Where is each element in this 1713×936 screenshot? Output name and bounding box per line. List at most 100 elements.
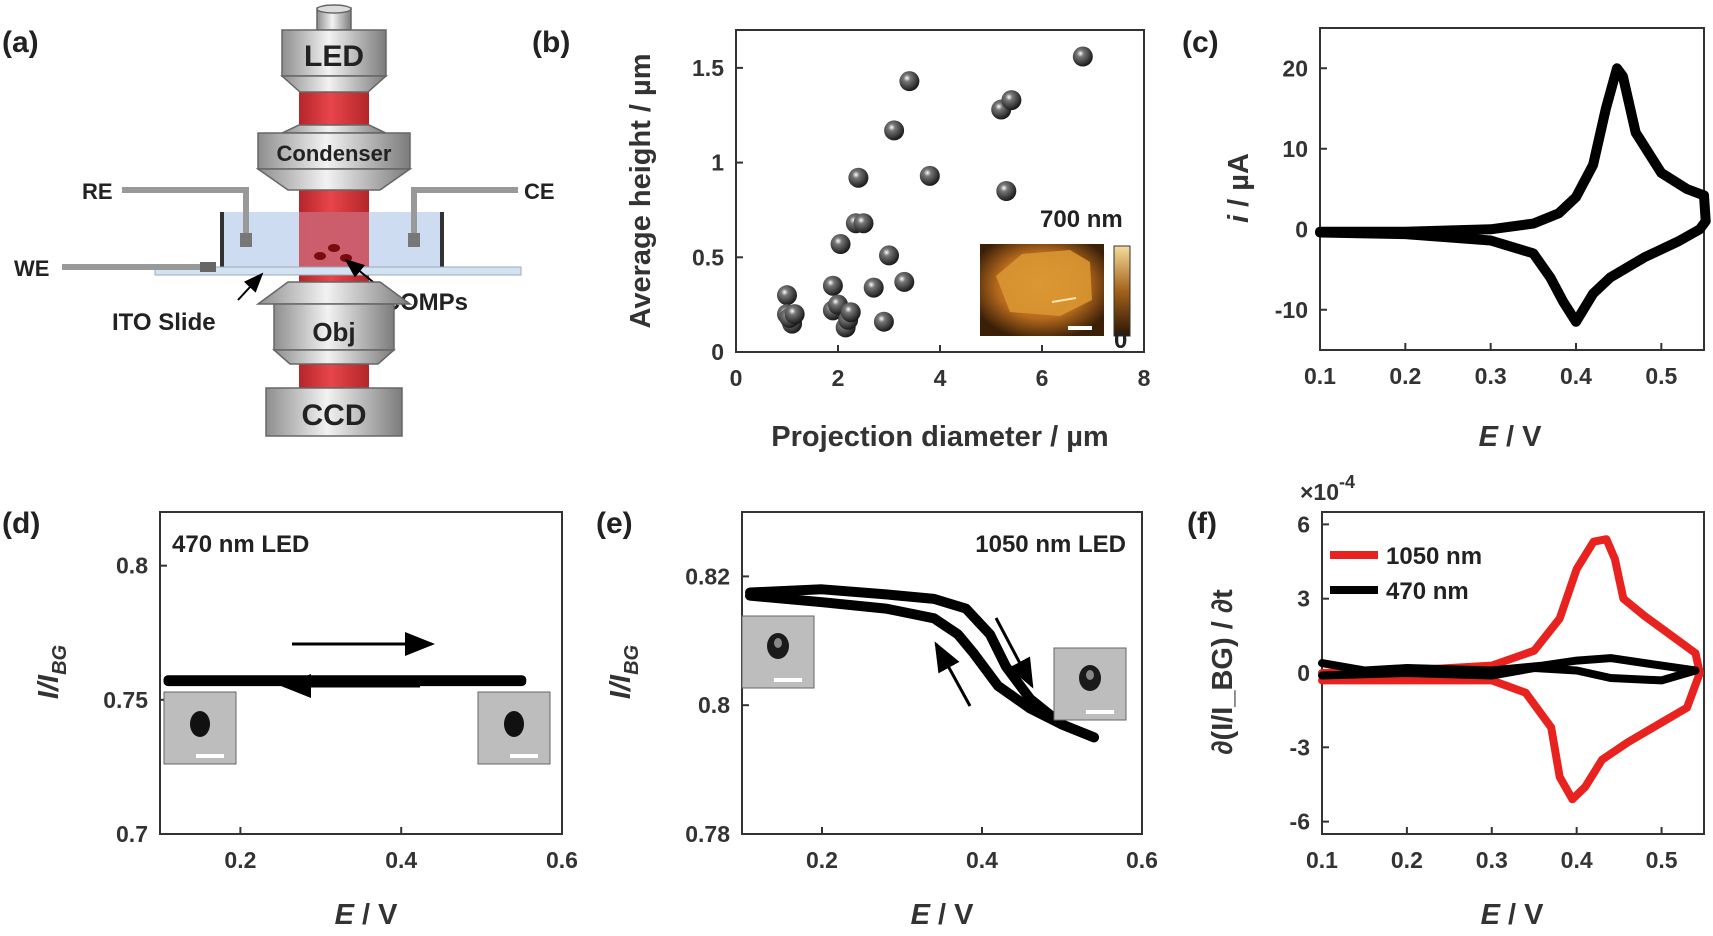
particle-image-start xyxy=(163,691,237,765)
y-tick-label: 0 xyxy=(1295,216,1308,242)
panel-label-c: (c) xyxy=(1182,26,1219,59)
scatter-point xyxy=(1001,90,1022,111)
scatter-point xyxy=(996,181,1017,201)
chart-d-title: 470 nm LED xyxy=(172,531,309,558)
y-tick-label: 3 xyxy=(1297,586,1310,612)
ito-slide xyxy=(154,266,522,276)
x-tick-label: 0 xyxy=(730,365,743,391)
y-tick-label: -3 xyxy=(1290,734,1310,760)
scatter-point xyxy=(884,120,905,141)
afm-scale-bar xyxy=(1068,326,1092,330)
ccd-camera xyxy=(265,387,403,437)
panel-label-b: (b) xyxy=(532,26,570,59)
x-tick-label: 0.4 xyxy=(1561,847,1593,873)
y-tick-label: 0.78 xyxy=(685,821,730,847)
y-tick-label: 1.5 xyxy=(692,55,724,81)
y-tick-label: 0 xyxy=(711,339,724,365)
chart-b: 0 2 4 6 800.511.5 Projection diameter / µm A… xyxy=(625,29,1151,453)
x-tick-label: 0.4 xyxy=(966,847,998,873)
chart-b-ylabel: Average height / µm xyxy=(625,53,657,328)
scatter-point xyxy=(830,234,851,255)
scatter-point xyxy=(863,277,884,298)
chart-e-ylabel: I/IBG xyxy=(605,645,643,699)
y-tick-label: 0.7 xyxy=(116,821,148,847)
y-tick-label: 10 xyxy=(1282,136,1308,162)
series-1050nm xyxy=(1318,535,1704,804)
chart-e-xlabel: E / V xyxy=(911,899,975,931)
chart-d-frame xyxy=(159,511,563,835)
x-tick-label: 0.6 xyxy=(1126,847,1158,873)
chart-c-xlabel: E / V xyxy=(1479,421,1543,453)
chart-d-xlabel: E / V xyxy=(335,899,399,931)
chart-e: 0.2 0.4 0.6 0.78 0.8 0.82 1050 nm LED E / V I… xyxy=(605,511,1158,931)
chart-c-frame xyxy=(1319,27,1705,351)
x-tick-label: 0.1 xyxy=(1306,847,1338,873)
ce-label: CE xyxy=(524,179,555,204)
reverse-arrow xyxy=(934,641,972,707)
objective xyxy=(273,303,395,351)
forward-arrow xyxy=(994,617,1034,689)
x-tick-label: 2 xyxy=(832,365,845,391)
y-tick-label: 0.75 xyxy=(103,687,148,713)
condenser-label: Condenser xyxy=(277,141,392,166)
we-label: WE xyxy=(14,256,49,281)
cv-reverse-scan xyxy=(1315,190,1711,327)
chart-f-multiplier: ×10-4 xyxy=(1300,472,1355,505)
ccd-label: CCD xyxy=(302,399,367,432)
re-label: RE xyxy=(82,179,113,204)
legend-label-470: 470 nm xyxy=(1386,578,1469,605)
y-tick-label: -6 xyxy=(1290,809,1310,835)
x-tick-label: 0.5 xyxy=(1645,363,1677,389)
obj-label: Obj xyxy=(312,317,355,347)
x-tick-label: 0.2 xyxy=(1391,847,1423,873)
chart-f-xlabel: E / V xyxy=(1481,899,1545,931)
intensity-reverse-scan xyxy=(745,590,1099,743)
particle-image-start xyxy=(741,615,815,689)
scatter-point xyxy=(848,167,869,188)
scatter-point xyxy=(1072,46,1093,67)
scatter-point xyxy=(899,71,920,92)
x-tick-label: 4 xyxy=(934,365,947,391)
x-tick-label: 0.4 xyxy=(385,847,417,873)
y-tick-label: 0.8 xyxy=(116,553,148,579)
chart-d: 0.2 0.4 0.6 0.7 0.75 0.8 470 nm LED E / V I/I… xyxy=(33,511,578,931)
x-tick-label: 0.2 xyxy=(1389,363,1421,389)
scatter-point xyxy=(777,285,797,306)
x-tick-label: 0.1 xyxy=(1304,363,1336,389)
y-tick-label: -10 xyxy=(1275,297,1308,323)
chart-f: 0.1 0.2 0.3 0.4 0.5 -6 -3 0 3 6 ×10-4 1050 nm 470… xyxy=(1207,472,1705,931)
led-label: LED xyxy=(304,40,364,73)
x-tick-label: 0.2 xyxy=(224,847,256,873)
scatter-point xyxy=(873,311,894,332)
x-tick-label: 0.4 xyxy=(1560,363,1592,389)
x-tick-label: 0.5 xyxy=(1646,847,1678,873)
chart-d-ylabel: I/IBG xyxy=(33,645,71,699)
scatter-point xyxy=(879,245,899,266)
scatter-point xyxy=(919,165,940,186)
particle-image-end xyxy=(1053,647,1127,721)
y-tick-label: 0 xyxy=(1297,660,1310,686)
afm-colorbar-min: 0 xyxy=(1114,327,1127,354)
cv-forward-scan xyxy=(1315,63,1709,237)
x-tick-label: 8 xyxy=(1138,365,1151,391)
chart-c: 0.1 0.2 0.3 0.4 0.5 -10 0 10 20 E / V i / µA xyxy=(1223,27,1711,453)
afm-scale-label: 700 nm xyxy=(1040,206,1123,233)
setup-schematic: LED Condenser RE CE WE ITO Slide LCOMPs xyxy=(14,4,555,437)
scatter-point xyxy=(822,275,843,296)
scatter-point xyxy=(840,302,861,323)
panel-label-e: (e) xyxy=(596,507,633,540)
panel-label-f: (f) xyxy=(1187,507,1217,540)
panel-label-d: (d) xyxy=(2,507,40,540)
afm-inset: 700 nm 0 xyxy=(980,206,1131,354)
particle-image-end xyxy=(477,691,551,765)
chart-f-legend: 1050 nm 470 nm xyxy=(1330,543,1482,605)
y-tick-label: 6 xyxy=(1297,511,1310,537)
scatter-point xyxy=(894,271,915,292)
afm-colorbar xyxy=(1113,245,1131,337)
scatter-point xyxy=(784,304,805,325)
ito-label: ITO Slide xyxy=(112,309,216,336)
legend-label-1050: 1050 nm xyxy=(1386,543,1482,570)
chart-f-ylabel: ∂(I/I_BG) / ∂t xyxy=(1207,589,1239,755)
condenser xyxy=(257,132,411,170)
